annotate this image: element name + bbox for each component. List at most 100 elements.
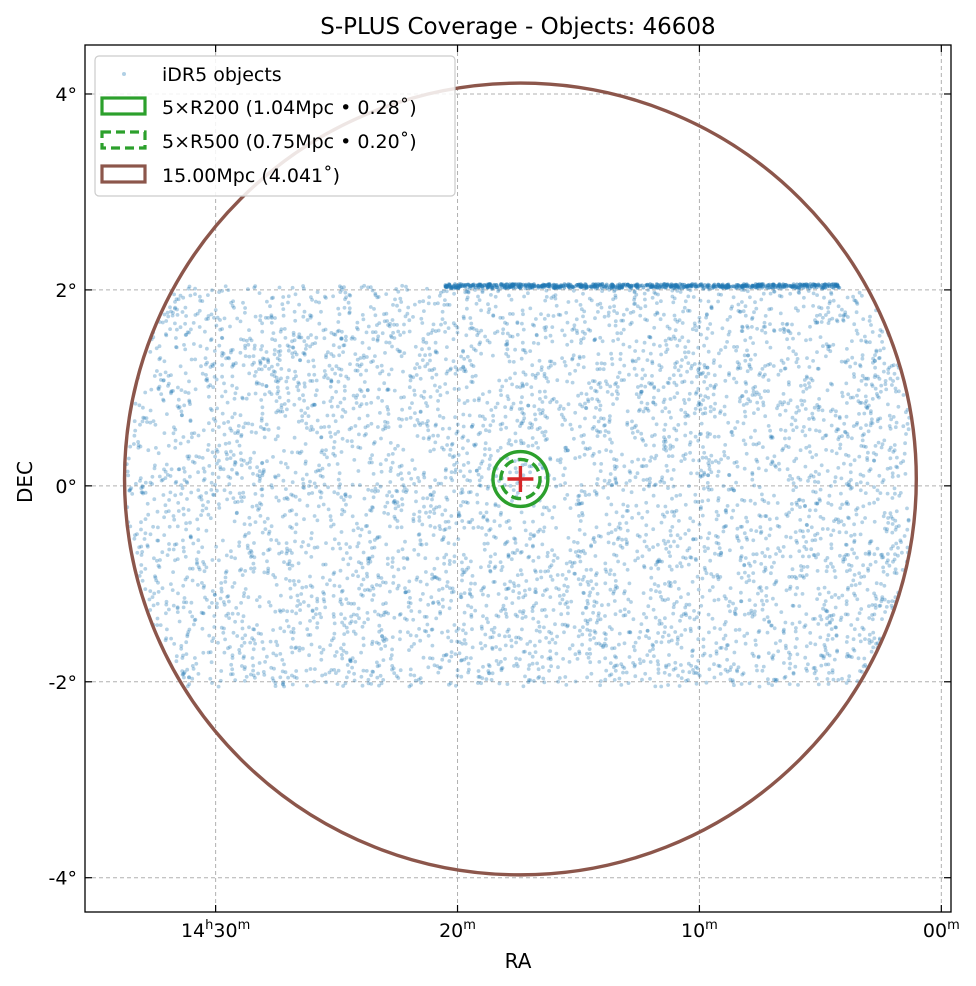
object-point [817, 592, 822, 596]
object-point [716, 552, 721, 557]
object-point [803, 464, 808, 469]
object-point [658, 590, 662, 594]
object-point [413, 366, 417, 371]
object-point [243, 346, 248, 351]
object-point [551, 314, 556, 318]
object-point [749, 608, 754, 613]
object-point [679, 645, 684, 650]
object-point [714, 540, 719, 545]
object-point [259, 487, 264, 492]
object-point [521, 370, 526, 375]
object-point [207, 605, 212, 610]
object-point [256, 671, 260, 676]
object-point [592, 379, 597, 384]
object-point [656, 504, 660, 508]
object-point [424, 542, 429, 546]
object-point [448, 367, 453, 372]
object-point [188, 419, 193, 423]
object-point [332, 332, 336, 337]
object-point [449, 590, 454, 595]
object-point [127, 488, 132, 493]
object-point [851, 578, 856, 583]
object-point [202, 562, 207, 567]
object-point [468, 587, 472, 592]
object-point [697, 522, 702, 527]
object-point [254, 381, 259, 386]
object-point [495, 401, 500, 406]
object-point [279, 550, 284, 554]
object-point [787, 510, 791, 515]
object-point [561, 657, 565, 661]
object-point [691, 295, 696, 299]
object-point [661, 439, 666, 444]
object-point [322, 336, 327, 341]
object-point [777, 461, 781, 466]
object-point [698, 393, 703, 398]
object-point [269, 483, 274, 488]
object-point [161, 397, 166, 402]
object-point [387, 324, 392, 329]
object-point [886, 516, 890, 520]
object-point [837, 530, 842, 535]
object-point [138, 422, 142, 427]
object-point [821, 344, 825, 348]
object-point [650, 642, 655, 647]
object-point [349, 659, 353, 664]
object-point [814, 668, 818, 673]
object-point [252, 638, 256, 642]
object-point [845, 401, 849, 405]
object-point [256, 508, 260, 512]
object-point [868, 423, 873, 428]
object-point [171, 389, 175, 393]
object-point [672, 395, 677, 400]
object-point [816, 408, 821, 412]
object-point [871, 645, 876, 650]
object-point [503, 342, 508, 347]
object-point [414, 490, 418, 494]
object-point [841, 314, 846, 318]
object-point [664, 663, 668, 668]
object-point [873, 358, 877, 363]
object-point [638, 306, 643, 311]
object-point [734, 380, 739, 385]
object-point [231, 362, 236, 366]
object-point [273, 338, 278, 343]
object-point [800, 529, 805, 534]
object-point [677, 318, 682, 322]
object-point [673, 630, 678, 634]
object-point [655, 311, 660, 316]
object-point [249, 672, 253, 677]
object-point [567, 569, 571, 574]
object-point [385, 500, 390, 505]
object-point [229, 449, 233, 454]
object-point [853, 298, 858, 303]
object-point [766, 424, 771, 428]
object-point [194, 557, 199, 562]
object-point [657, 363, 662, 368]
object-point [314, 299, 318, 304]
object-point [560, 356, 564, 360]
object-point [433, 350, 438, 355]
object-point [619, 331, 623, 336]
object-point [754, 306, 759, 311]
object-point [861, 474, 866, 478]
object-point [696, 587, 701, 592]
object-point [193, 387, 198, 392]
object-point [616, 337, 620, 342]
object-point [692, 411, 697, 416]
object-point [366, 561, 371, 566]
object-point [598, 385, 603, 390]
object-point [873, 359, 877, 363]
object-point [491, 580, 496, 584]
object-point [444, 495, 449, 500]
object-point [523, 649, 527, 654]
object-point [832, 519, 836, 523]
object-point [658, 368, 663, 372]
object-point [315, 290, 320, 294]
object-point [518, 568, 523, 573]
object-point [302, 381, 307, 386]
object-point [287, 566, 292, 571]
object-point [602, 478, 607, 483]
object-point [269, 296, 274, 301]
object-point [240, 626, 245, 631]
